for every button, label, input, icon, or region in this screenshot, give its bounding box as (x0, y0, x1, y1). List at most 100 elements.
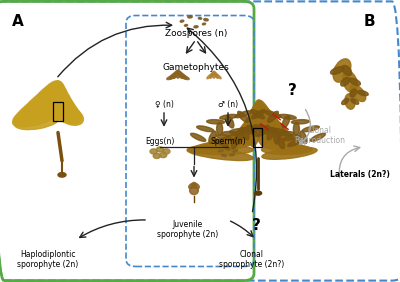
Ellipse shape (350, 89, 356, 97)
Ellipse shape (258, 125, 269, 136)
Text: Clonal
Reproduction: Clonal Reproduction (294, 126, 346, 145)
Ellipse shape (217, 122, 223, 135)
Text: A: A (12, 14, 24, 29)
Ellipse shape (209, 131, 216, 144)
Ellipse shape (235, 111, 251, 118)
Text: ♀ (n): ♀ (n) (154, 100, 174, 109)
Ellipse shape (257, 100, 278, 146)
Ellipse shape (260, 110, 295, 147)
Ellipse shape (261, 141, 307, 152)
Ellipse shape (291, 120, 309, 124)
Ellipse shape (261, 137, 304, 151)
Ellipse shape (247, 125, 258, 136)
Ellipse shape (42, 81, 65, 120)
Ellipse shape (189, 183, 194, 189)
Ellipse shape (167, 75, 177, 80)
Ellipse shape (238, 126, 254, 133)
Text: Haplodiplontic
sporophyte (2n): Haplodiplontic sporophyte (2n) (17, 250, 79, 269)
Ellipse shape (345, 94, 355, 109)
Text: Clonal
sporophyte (2n?): Clonal sporophyte (2n?) (219, 250, 285, 269)
Ellipse shape (13, 100, 60, 125)
Bar (253, 128, 262, 147)
Ellipse shape (300, 131, 307, 144)
Ellipse shape (310, 133, 325, 141)
Ellipse shape (226, 148, 230, 150)
Ellipse shape (293, 122, 299, 135)
Circle shape (150, 149, 157, 154)
Circle shape (163, 149, 170, 154)
Ellipse shape (351, 99, 359, 104)
Ellipse shape (213, 71, 215, 78)
Ellipse shape (268, 111, 278, 122)
Ellipse shape (252, 110, 265, 119)
Ellipse shape (193, 140, 254, 151)
Ellipse shape (14, 112, 60, 130)
Ellipse shape (52, 93, 76, 122)
Ellipse shape (28, 83, 62, 120)
Ellipse shape (179, 75, 189, 80)
Ellipse shape (341, 78, 350, 86)
Ellipse shape (204, 19, 208, 21)
Ellipse shape (274, 131, 280, 144)
Ellipse shape (269, 128, 287, 133)
Ellipse shape (55, 105, 84, 125)
Ellipse shape (222, 131, 240, 136)
Ellipse shape (202, 23, 206, 25)
Ellipse shape (16, 93, 61, 123)
Ellipse shape (241, 127, 249, 140)
Ellipse shape (282, 116, 290, 128)
Ellipse shape (233, 150, 238, 152)
Ellipse shape (288, 138, 303, 147)
Ellipse shape (192, 182, 196, 188)
Ellipse shape (224, 124, 257, 148)
Ellipse shape (260, 125, 301, 149)
Ellipse shape (178, 71, 183, 78)
Ellipse shape (254, 100, 269, 146)
Text: Eggs(n): Eggs(n) (145, 136, 175, 146)
Ellipse shape (194, 183, 199, 189)
Ellipse shape (46, 84, 68, 120)
Ellipse shape (21, 87, 61, 121)
Ellipse shape (265, 111, 281, 118)
Text: ?: ? (288, 83, 296, 98)
Ellipse shape (330, 67, 344, 74)
Ellipse shape (333, 59, 351, 82)
Ellipse shape (254, 191, 262, 195)
Ellipse shape (188, 145, 253, 155)
Text: B: B (364, 14, 376, 29)
Ellipse shape (214, 73, 221, 79)
Circle shape (160, 153, 167, 158)
Ellipse shape (201, 135, 254, 150)
Text: Juvenile
sporophyte (2n): Juvenile sporophyte (2n) (157, 220, 219, 239)
Ellipse shape (343, 71, 357, 92)
Ellipse shape (230, 120, 258, 148)
Ellipse shape (50, 88, 72, 121)
Ellipse shape (248, 125, 262, 134)
Ellipse shape (262, 126, 278, 133)
Ellipse shape (210, 131, 255, 149)
Ellipse shape (188, 16, 192, 18)
Circle shape (156, 147, 164, 152)
Ellipse shape (267, 127, 275, 140)
Ellipse shape (349, 78, 360, 85)
Ellipse shape (197, 126, 214, 132)
Text: Sperm(n): Sperm(n) (210, 136, 246, 146)
Ellipse shape (210, 72, 214, 78)
Circle shape (153, 153, 160, 158)
Ellipse shape (277, 136, 284, 149)
Ellipse shape (261, 132, 302, 149)
Ellipse shape (220, 114, 238, 119)
Ellipse shape (251, 110, 264, 119)
Text: Gametophytes: Gametophytes (163, 63, 229, 72)
Ellipse shape (216, 135, 233, 140)
Ellipse shape (342, 98, 349, 105)
Ellipse shape (238, 111, 248, 122)
Ellipse shape (187, 148, 253, 160)
Ellipse shape (262, 145, 312, 155)
Ellipse shape (198, 17, 202, 19)
Ellipse shape (58, 173, 66, 177)
Ellipse shape (184, 25, 188, 26)
Ellipse shape (236, 131, 242, 144)
Ellipse shape (190, 186, 198, 195)
Ellipse shape (222, 154, 226, 157)
